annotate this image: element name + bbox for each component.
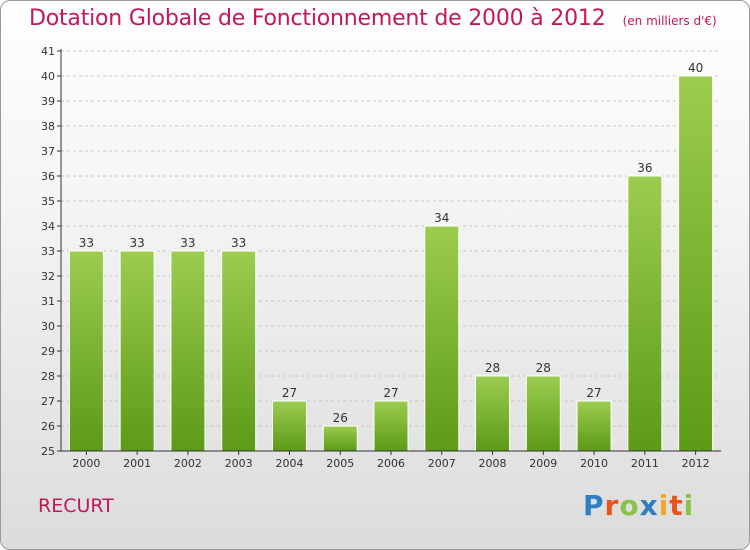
commune-name: RECURT <box>38 495 114 517</box>
bar <box>525 375 561 452</box>
bar <box>322 425 358 452</box>
bar-value-label: 33 <box>79 236 94 250</box>
bar <box>627 175 663 452</box>
proxiti-logo: Proxiti <box>583 489 695 522</box>
bar <box>221 250 257 452</box>
y-tick-label: 25 <box>41 445 55 458</box>
y-tick-label: 30 <box>41 320 55 333</box>
x-tick-label: 2001 <box>123 457 151 470</box>
grid-lines <box>61 50 721 427</box>
bar <box>678 75 714 452</box>
y-tick-label: 27 <box>41 395 55 408</box>
chart-title: Dotation Globale de Fonctionnement de 20… <box>29 6 606 31</box>
axes <box>57 49 721 455</box>
bar <box>119 250 155 452</box>
chart-subtitle: (en milliers d'€) <box>622 14 717 28</box>
bar <box>373 400 409 452</box>
title-row: Dotation Globale de Fonctionnement de 20… <box>29 6 717 31</box>
y-tick-label: 31 <box>41 295 55 308</box>
bar-value-label: 34 <box>434 211 449 225</box>
x-tick-label: 2010 <box>580 457 608 470</box>
x-tick-label: 2005 <box>326 457 354 470</box>
bar <box>424 225 460 452</box>
y-tick-label: 40 <box>41 70 55 83</box>
y-tick-label: 38 <box>41 120 55 133</box>
x-tick-label: 2000 <box>72 457 100 470</box>
y-tick-label: 39 <box>41 95 55 108</box>
bar-value-label: 40 <box>688 61 703 75</box>
x-tick-label: 2008 <box>479 457 507 470</box>
labels: 25 26 27 28 29 30 31 32 33 34 35 36 37 38 39 40 41 33 2000… <box>41 45 710 470</box>
x-tick-label: 2002 <box>174 457 202 470</box>
bar-value-label: 28 <box>485 361 500 375</box>
y-tick-label: 41 <box>41 45 55 58</box>
bar-value-label: 36 <box>637 161 652 175</box>
bar <box>271 400 307 452</box>
bar-value-label: 33 <box>180 236 195 250</box>
x-tick-label: 2009 <box>529 457 557 470</box>
y-tick-label: 36 <box>41 170 55 183</box>
y-tick-label: 33 <box>41 245 55 258</box>
x-tick-label: 2007 <box>428 457 456 470</box>
bar <box>475 375 511 452</box>
bar <box>170 250 206 452</box>
y-tick-label: 29 <box>41 345 55 358</box>
x-tick-label: 2003 <box>225 457 253 470</box>
bar-value-label: 27 <box>383 386 398 400</box>
bar <box>68 250 104 452</box>
y-tick-label: 28 <box>41 370 55 383</box>
x-tick-label: 2006 <box>377 457 405 470</box>
x-tick-label: 2011 <box>631 457 659 470</box>
y-tick-label: 26 <box>41 420 55 433</box>
y-tick-label: 34 <box>41 220 55 233</box>
x-tick-label: 2004 <box>275 457 303 470</box>
y-tick-label: 35 <box>41 195 55 208</box>
x-tick-label: 2012 <box>682 457 710 470</box>
y-tick-label: 32 <box>41 270 55 283</box>
bar-value-label: 27 <box>282 386 297 400</box>
bar-value-label: 28 <box>536 361 551 375</box>
bars <box>68 75 714 452</box>
bar-value-label: 33 <box>231 236 246 250</box>
bar <box>576 400 612 452</box>
bar-value-label: 33 <box>130 236 145 250</box>
y-tick-label: 37 <box>41 145 55 158</box>
bar-value-label: 27 <box>586 386 601 400</box>
bar-value-label: 26 <box>333 411 348 425</box>
